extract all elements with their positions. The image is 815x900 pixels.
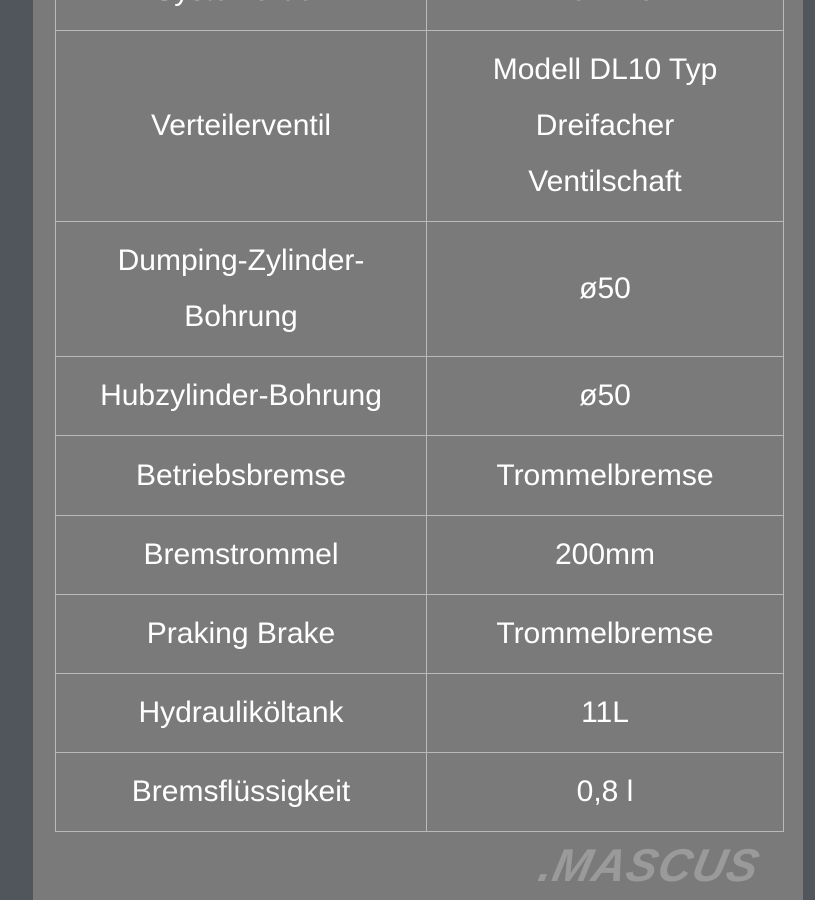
table-row: Praking Brake Trommelbremse (55, 594, 784, 674)
row-label: Hubzylinder-Bohrung (55, 356, 427, 436)
table-row: Betriebsbremse Trommelbremse (55, 435, 784, 516)
table-row: Bremstrommel 200mm (55, 515, 784, 595)
scrollbar-track[interactable] (803, 0, 815, 900)
table-row: Hydrauliköltank 11L (55, 673, 784, 753)
table-row: Systemdruck 16 MPa (55, 0, 784, 31)
spec-table: Systemdruck 16 MPa Verteilerventil Model… (55, 0, 784, 832)
row-label: Hydrauliköltank (55, 673, 427, 753)
row-label: Bremstrommel (55, 515, 427, 595)
table-row: Dumping-Zylinder-Bohrung ø50 (55, 221, 784, 357)
mascus-logo: .MASCUS (534, 839, 765, 891)
row-value: 200mm (426, 515, 784, 595)
row-label: Systemdruck (55, 0, 427, 31)
row-label: Praking Brake (55, 594, 427, 674)
row-value: 0,8 l (426, 752, 784, 832)
row-label: Betriebsbremse (55, 435, 427, 516)
row-value: Modell DL10 Typ Dreifacher Ventilschaft (426, 30, 784, 222)
row-value: Trommelbremse (426, 435, 784, 516)
row-value: ø50 (426, 356, 784, 436)
row-value: 16 MPa (426, 0, 784, 31)
row-value: Trommelbremse (426, 594, 784, 674)
row-value: 11L (426, 673, 784, 753)
row-label: Bremsflüssigkeit (55, 752, 427, 832)
table-row: Verteilerventil Modell DL10 Typ Dreifach… (55, 30, 784, 222)
table-row: Bremsflüssigkeit 0,8 l (55, 752, 784, 832)
table-row: Hubzylinder-Bohrung ø50 (55, 356, 784, 436)
row-label: Verteilerventil (55, 30, 427, 222)
row-label: Dumping-Zylinder-Bohrung (55, 221, 427, 357)
row-value: ø50 (426, 221, 784, 357)
